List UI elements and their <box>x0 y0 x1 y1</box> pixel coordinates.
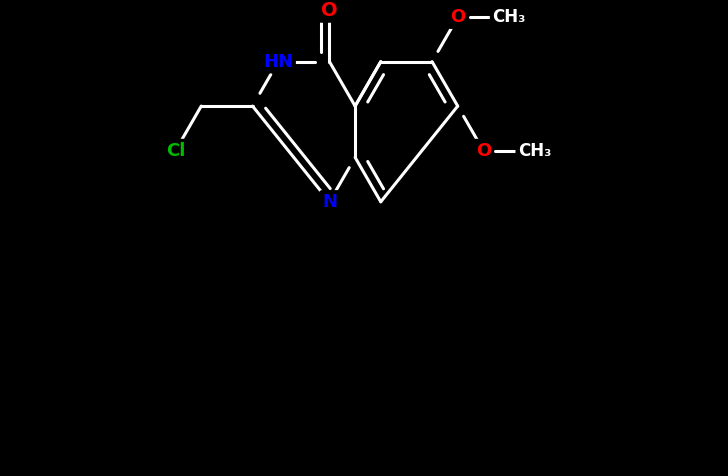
Text: O: O <box>475 141 491 159</box>
Text: HN: HN <box>264 53 293 70</box>
Text: CH₃: CH₃ <box>518 141 551 159</box>
Text: CH₃: CH₃ <box>492 8 526 26</box>
Text: N: N <box>322 193 337 211</box>
Text: O: O <box>450 8 465 26</box>
Text: Cl: Cl <box>166 141 185 159</box>
Text: O: O <box>321 1 338 20</box>
